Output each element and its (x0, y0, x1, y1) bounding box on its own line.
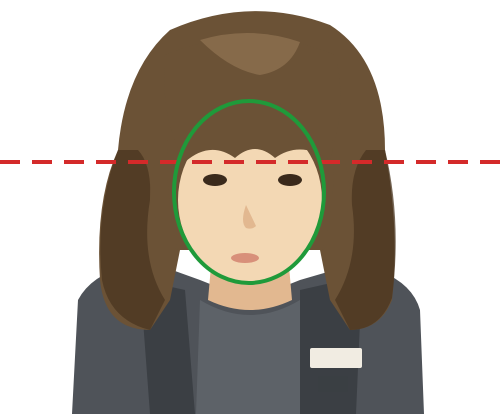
shirt-highlight (196, 300, 306, 414)
strap-badge (310, 348, 362, 368)
left-eye (203, 174, 227, 186)
strap-buckle (318, 376, 348, 392)
right-eye (278, 174, 302, 186)
lips (231, 253, 259, 263)
